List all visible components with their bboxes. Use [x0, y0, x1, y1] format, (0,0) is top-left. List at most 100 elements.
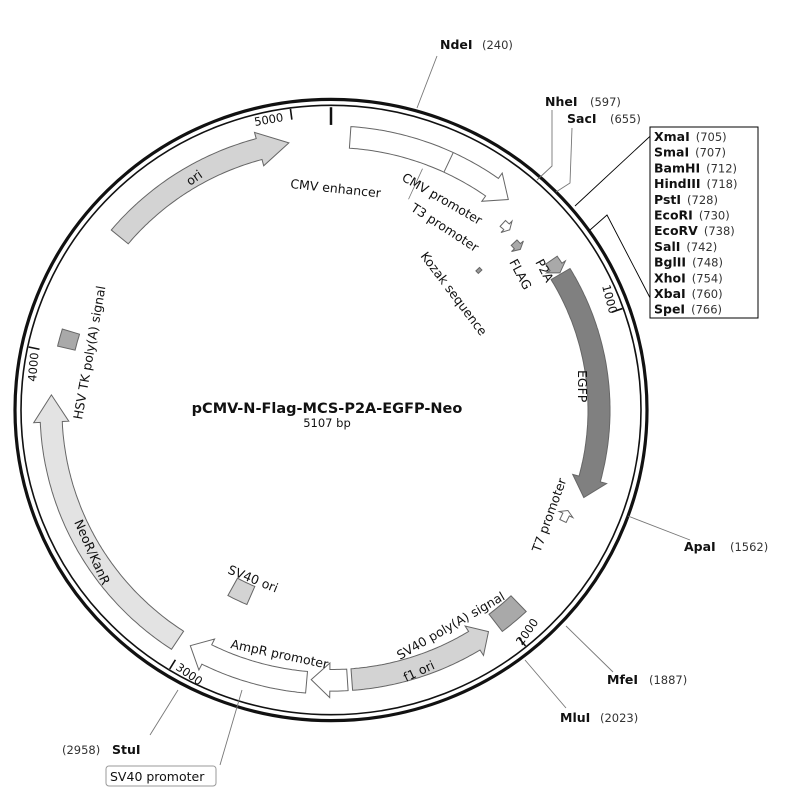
site-name: SmaI: [654, 145, 689, 160]
feature-label-kozak: Kozak sequence: [418, 249, 491, 339]
site-stuI: (2958) StuI: [62, 742, 141, 757]
plasmid-size: 5107 bp: [303, 416, 351, 430]
feature-label-flag: FLAG: [506, 256, 534, 292]
feature-label-sv40-promoter: SV40 promoter: [110, 769, 205, 784]
leader-ndeI: [416, 55, 438, 109]
tick-mark-4000: [28, 346, 40, 351]
feature-label-egfp: EGFP: [575, 370, 590, 403]
mcs-site-HindIII: HindIII (718): [654, 176, 737, 191]
mcs-site-SalI: SalI (742): [654, 239, 717, 254]
tick-label-5000: 5000: [253, 110, 284, 129]
leader-sacI: [555, 127, 573, 193]
feature-cmv: [348, 126, 509, 202]
site-position: (742): [686, 240, 717, 254]
backbone-inner-ring: [20, 104, 642, 716]
site-position: (760): [692, 287, 723, 301]
site-position: (766): [691, 303, 722, 317]
feature-shapes: [32, 126, 611, 699]
feature-sv40-ori: [227, 577, 256, 606]
mcs-site-BglII: BglII (748): [654, 255, 723, 270]
site-name: NheI: [545, 94, 578, 109]
leader-stuI: [149, 689, 179, 736]
site-name: XmaI: [654, 129, 690, 144]
site-name: XhoI: [654, 270, 686, 285]
feature-p2a: [544, 255, 567, 274]
site-position: (2023): [600, 711, 638, 725]
mcs-site-XmaI: XmaI (705): [654, 129, 727, 144]
feature-sv40-promoter: [189, 638, 309, 694]
site-position: (730): [699, 209, 730, 223]
site-leader-lines: [149, 55, 691, 766]
leader-mcs-top: [574, 126, 661, 207]
site-position: (240): [482, 38, 513, 52]
site-position: (738): [704, 224, 735, 238]
mcs-site-XbaI: XbaI (760): [654, 286, 723, 301]
leader-mfeI: [565, 625, 614, 673]
mcs-site-SpeI: SpeI (766): [654, 302, 722, 317]
feature-label-cmv-enhancer: CMV enhancer: [290, 176, 383, 201]
feature-t7-promoter: [557, 509, 575, 524]
site-name: SpeI: [654, 302, 685, 317]
site-ndeI: NdeI (240): [440, 37, 513, 52]
leader-mluI: [524, 659, 567, 709]
feature-label-neor: NeoR/KanR: [71, 517, 113, 587]
feature-ampr-promoter: [310, 661, 349, 699]
sv40-promoter-label-box: [105, 765, 217, 787]
feature-neor: [32, 393, 185, 650]
leader-nheI: [536, 110, 553, 181]
tick-mark-2000: [517, 637, 527, 647]
site-position: (707): [695, 146, 726, 160]
site-apaI: ApaI (1562): [684, 539, 768, 554]
site-name: NdeI: [440, 37, 473, 52]
mcs-site-XhoI: XhoI (754): [654, 270, 723, 285]
plasmid-backbone: [13, 97, 649, 723]
site-name: ApaI: [684, 539, 716, 554]
site-mluI: MluI (2023): [560, 710, 638, 725]
mcs-site-PstI: PstI (728): [654, 192, 718, 207]
site-name: MluI: [560, 710, 590, 725]
site-name: PstI: [654, 192, 681, 207]
site-position: (2958): [62, 743, 100, 757]
site-name: HindIII: [654, 176, 701, 191]
site-position: (712): [706, 161, 737, 175]
site-name: BglII: [654, 255, 686, 270]
mcs-site-EcoRV: EcoRV (738): [654, 223, 735, 238]
site-name: StuI: [112, 742, 141, 757]
plasmid-name: pCMV-N-Flag-MCS-P2A-EGFP-Neo: [192, 401, 463, 417]
site-position: (728): [687, 193, 718, 207]
site-name: EcoRI: [654, 208, 693, 223]
feature-kozak: [475, 266, 483, 275]
feature-sv40-polya: [488, 595, 527, 633]
cmv-enhancer-leader: [408, 168, 423, 200]
feature-hsv-tk-polya: [56, 328, 81, 351]
mcs-site-EcoRI: EcoRI (730): [654, 208, 730, 223]
site-position: (1562): [730, 540, 768, 554]
site-position: (718): [707, 177, 738, 191]
tick-mark-1000: [611, 307, 623, 313]
site-name: BamHI: [654, 160, 700, 175]
site-position: (1887): [649, 673, 687, 687]
feature-f1-ori: [350, 625, 490, 691]
cmv-divider: [443, 152, 454, 173]
site-name: SalI: [654, 239, 680, 254]
site-sacI: SacI (655): [567, 111, 641, 126]
mcs-site-list: XmaI (705) SmaI (707)BamHI (712) HindIII (718)…: [654, 129, 737, 317]
leader-apaI: [627, 515, 691, 541]
backbone-outer-ring: [13, 97, 649, 723]
leader-sv40-promoter: [219, 689, 243, 766]
site-name: SacI: [567, 111, 597, 126]
site-nheI: NheI (597): [545, 94, 621, 109]
feature-t3-promoter: [499, 219, 513, 233]
leader-mcs-bottom: [589, 214, 661, 318]
mcs-site-BamHI: BamHI (712): [654, 160, 737, 175]
tick-label-2000: 2000: [513, 616, 541, 648]
site-position: (597): [590, 95, 621, 109]
feature-egfp: [550, 267, 611, 499]
tick-mark-5000: [289, 108, 293, 120]
site-position: (754): [692, 271, 723, 285]
feature-label-hsv-tk-polya: HSV TK poly(A) signal: [70, 285, 108, 421]
site-mfeI: MfeI (1887): [607, 672, 687, 687]
feature-flag: [510, 239, 524, 252]
site-name: XbaI: [654, 286, 686, 301]
